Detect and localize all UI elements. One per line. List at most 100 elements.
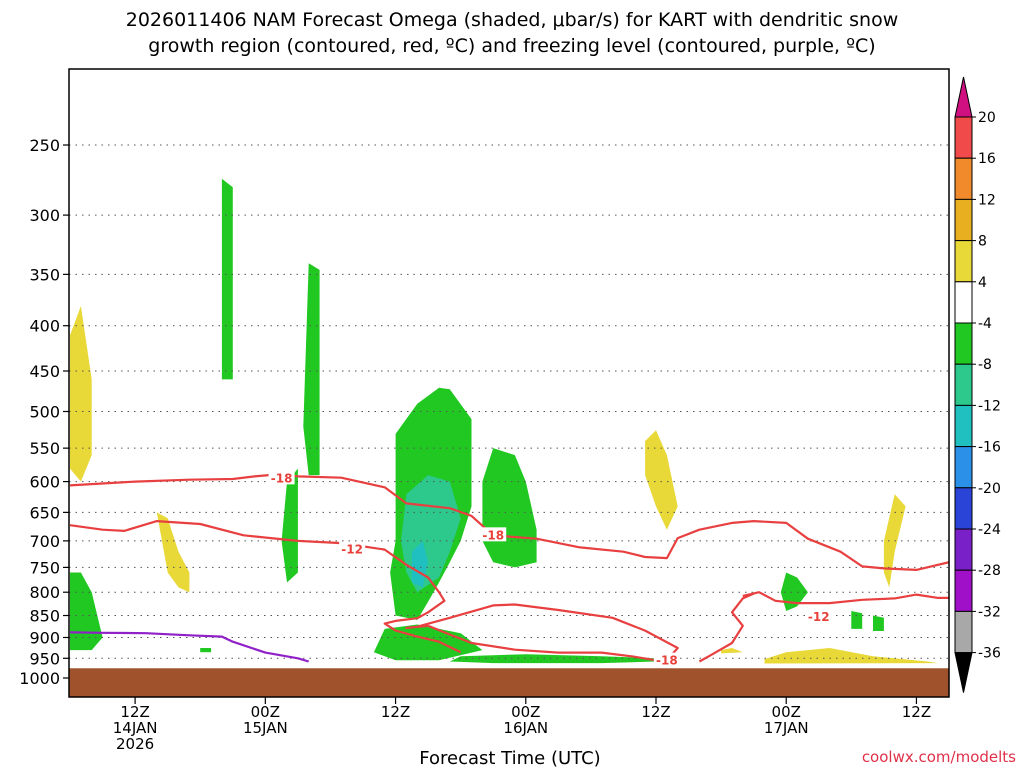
colorbar-label-0: 20 xyxy=(978,110,996,126)
colorbar-swatch-3 xyxy=(954,240,973,283)
contour-label-bg-2 xyxy=(339,541,366,556)
colorbar-swatch-1 xyxy=(954,157,973,200)
xtick-label-48-0: 00Z xyxy=(511,703,540,721)
colorbar-label-4: 4 xyxy=(978,275,987,291)
contour-label-bg-0 xyxy=(268,470,295,485)
contour-labels: -18 -18 -12 -12 -18 xyxy=(268,470,832,668)
contour-1 xyxy=(69,519,462,654)
xtick-label-72-0: 00Z xyxy=(772,703,801,721)
omega-area-11 xyxy=(873,615,884,631)
omega-area-5 xyxy=(373,624,483,661)
xtick-label-48-1: 16JAN xyxy=(503,719,548,737)
colorbar-top-triangle xyxy=(954,76,973,118)
ytick-label-750: 750 xyxy=(29,558,60,577)
ytick-label-800: 800 xyxy=(29,583,60,602)
ytick-label-500: 500 xyxy=(29,403,60,422)
colorbar-label-3: 8 xyxy=(978,234,987,250)
ytick-label-550: 550 xyxy=(29,439,60,458)
omega-area-18 xyxy=(764,648,939,664)
xtick-label-60-0: 12Z xyxy=(641,703,670,721)
contour-3 xyxy=(405,603,679,662)
colorbar-swatch-7 xyxy=(954,404,973,448)
xtick-label-72-1: 17JAN xyxy=(764,719,809,737)
grid xyxy=(69,144,949,679)
ytick-label-700: 700 xyxy=(29,532,60,551)
omega-area-6 xyxy=(449,654,656,664)
ytick-label-400: 400 xyxy=(29,317,60,336)
colorbar-swatch-8 xyxy=(954,446,973,489)
colorbar-label-2: 12 xyxy=(978,192,996,208)
colorbar-label-12: -32 xyxy=(978,604,1001,620)
ytick-label-250: 250 xyxy=(29,136,60,155)
colorbar: 20 16 12 8 4 -4 -8 -12 -16 -20 -24 -28 -32 -36 xyxy=(954,76,1001,693)
colorbar-label-11: -28 xyxy=(978,563,1001,579)
x-axis-label: Forecast Time (UTC) xyxy=(419,748,600,768)
colorbar-swatch-2 xyxy=(954,198,973,242)
ytick-label-600: 600 xyxy=(29,473,60,492)
contour-label-4: -18 xyxy=(656,654,678,668)
ytick-label-1000: 1000 xyxy=(19,669,60,688)
ytick-label-450: 450 xyxy=(29,362,60,381)
colorbar-swatch-10 xyxy=(954,528,973,571)
colorbar-swatch-9 xyxy=(954,487,973,530)
colorbar-swatch-0 xyxy=(954,116,973,159)
colorbar-bottom-triangle xyxy=(954,652,973,693)
colorbar-label-9: -20 xyxy=(978,481,1001,497)
omega-area-15 xyxy=(156,512,190,593)
colorbar-swatch-11 xyxy=(954,569,973,612)
xtick-label-24-1: 15JAN xyxy=(243,719,288,737)
contour-label-3: -12 xyxy=(808,610,830,624)
contour-label-bg-4 xyxy=(653,652,680,667)
omega-area-7 xyxy=(70,572,103,651)
omega-area-10 xyxy=(851,611,863,629)
colorbar-swatch-12 xyxy=(954,610,973,654)
y-axis: 250 300 350 400 450 500 550 600 650 700 750 800 850 9… xyxy=(19,136,69,688)
omega-area-3 xyxy=(482,448,537,568)
xtick-label-12-0: 12Z xyxy=(120,703,149,721)
colorbar-label-1: 16 xyxy=(978,151,996,167)
omega-area-16 xyxy=(645,430,678,530)
colorbar-label-6: -8 xyxy=(978,357,992,373)
ytick-label-950: 950 xyxy=(29,649,60,668)
plot-frame xyxy=(68,68,950,698)
colorbar-swatch-6 xyxy=(954,363,973,406)
omega-area-0 xyxy=(221,178,233,380)
credit-link[interactable]: coolwx.com/modelts xyxy=(862,748,1016,766)
colorbar-swatch-4 xyxy=(954,281,973,324)
omega-area-14 xyxy=(70,306,92,482)
ytick-label-850: 850 xyxy=(29,607,60,626)
omega-area-19 xyxy=(721,648,743,654)
chart-title-line2: growth region (contoured, red, ºC) and f… xyxy=(148,35,875,57)
ytick-label-900: 900 xyxy=(29,628,60,647)
terrain-fill xyxy=(69,668,949,697)
contour-label-1: -18 xyxy=(482,528,504,542)
xtick-label-36-0: 12Z xyxy=(381,703,410,721)
omega-area-1 xyxy=(303,263,320,476)
colorbar-swatch-5 xyxy=(954,322,973,365)
ytick-label-650: 650 xyxy=(29,503,60,522)
omega-shading xyxy=(70,178,939,664)
contour-label-0: -18 xyxy=(271,471,293,485)
contour-label-bg-1 xyxy=(480,527,507,542)
contour-2 xyxy=(742,591,949,605)
xtick-label-84-0: 12Z xyxy=(902,703,931,721)
ytick-label-350: 350 xyxy=(29,265,60,284)
xtick-label-12-2: 2026 xyxy=(116,735,154,753)
colorbar-label-5: -4 xyxy=(978,316,992,332)
omega-area-9 xyxy=(200,648,212,653)
colorbar-label-13: -36 xyxy=(978,646,1001,662)
contour-5 xyxy=(69,631,310,663)
colorbar-label-7: -12 xyxy=(978,398,1001,414)
contour-label-2: -12 xyxy=(341,543,363,557)
xtick-label-24-0: 00Z xyxy=(251,703,280,721)
omega-area-12 xyxy=(401,475,461,593)
ytick-label-300: 300 xyxy=(29,206,60,225)
contour-label-bg-3 xyxy=(805,608,832,623)
omega-area-4 xyxy=(281,468,298,583)
xtick-label-12-1: 14JAN xyxy=(113,719,158,737)
chart-title-line1: 2026011406 NAM Forecast Omega (shaded, μ… xyxy=(126,9,899,31)
colorbar-label-10: -24 xyxy=(978,522,1001,538)
contour-4 xyxy=(698,592,755,663)
